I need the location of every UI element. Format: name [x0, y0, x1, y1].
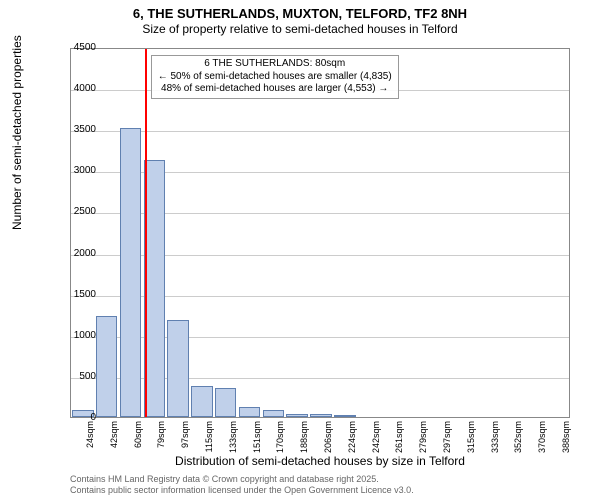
histogram-bar: [96, 316, 117, 417]
histogram-bar: [286, 414, 307, 417]
histogram-bar: [334, 415, 355, 417]
attribution: Contains HM Land Registry data © Crown c…: [70, 474, 414, 496]
annotation-box: 6 THE SUTHERLANDS: 80sqm← 50% of semi-de…: [151, 55, 399, 99]
histogram-bar: [263, 410, 284, 417]
y-axis-label: Number of semi-detached properties: [10, 35, 24, 230]
y-tick-label: 2000: [56, 249, 96, 259]
y-tick-label: 1000: [56, 331, 96, 341]
histogram-bar: [239, 407, 260, 417]
chart-area: 24sqm42sqm60sqm79sqm97sqm115sqm133sqm151…: [70, 48, 570, 418]
y-tick-label: 4000: [56, 84, 96, 94]
annotation-larger: 48% of semi-detached houses are larger (…: [158, 83, 392, 96]
page-title: 6, THE SUTHERLANDS, MUXTON, TELFORD, TF2…: [0, 6, 600, 21]
histogram-bar: [120, 128, 141, 417]
page-subtitle: Size of property relative to semi-detach…: [0, 22, 600, 36]
y-tick-label: 0: [56, 413, 96, 423]
attribution-line-2: Contains public sector information licen…: [70, 485, 414, 496]
annotation-smaller: ← 50% of semi-detached houses are smalle…: [158, 71, 392, 84]
y-tick-label: 500: [56, 372, 96, 382]
y-tick-label: 1500: [56, 290, 96, 300]
y-tick-label: 4500: [56, 43, 96, 53]
x-axis-label: Distribution of semi-detached houses by …: [70, 454, 570, 468]
attribution-line-1: Contains HM Land Registry data © Crown c…: [70, 474, 414, 485]
plot-region: 24sqm42sqm60sqm79sqm97sqm115sqm133sqm151…: [70, 48, 570, 418]
y-tick-label: 2500: [56, 207, 96, 217]
annotation-title: 6 THE SUTHERLANDS: 80sqm: [158, 58, 392, 71]
histogram-bar: [167, 320, 188, 417]
histogram-bar: [144, 160, 165, 417]
histogram-bar: [310, 414, 331, 417]
histogram-bar: [191, 386, 212, 417]
property-marker-line: [145, 49, 147, 417]
y-tick-label: 3500: [56, 125, 96, 135]
histogram-bar: [215, 388, 236, 417]
y-tick-label: 3000: [56, 166, 96, 176]
